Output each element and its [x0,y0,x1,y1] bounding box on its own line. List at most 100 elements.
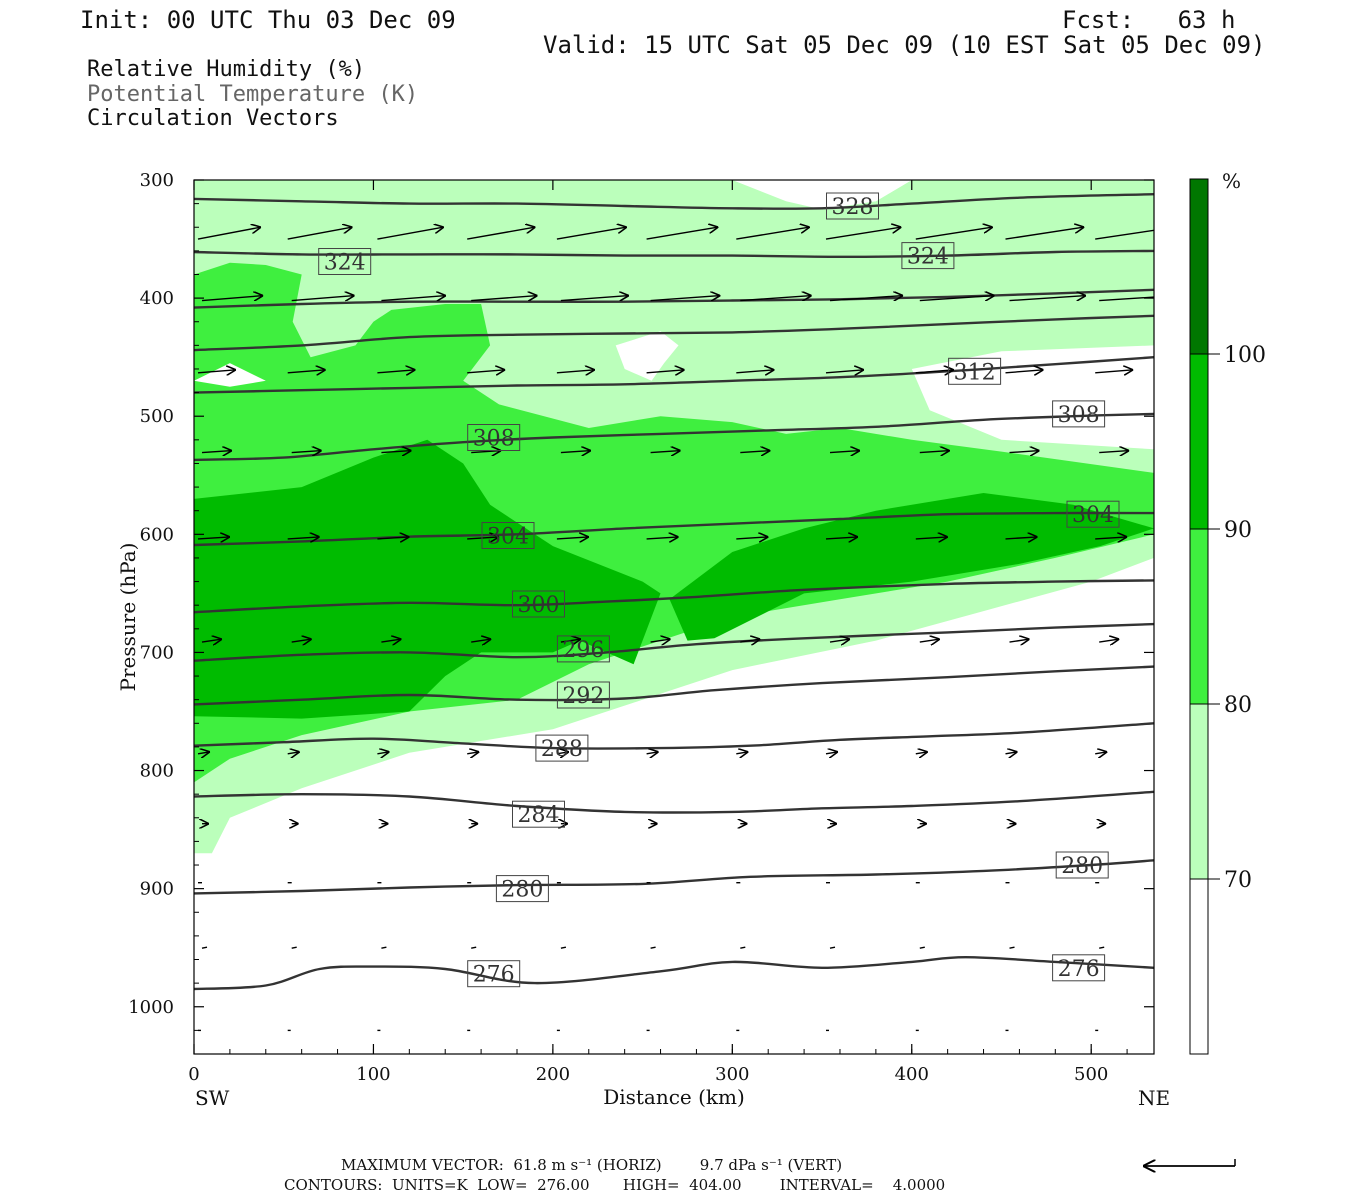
theta-label-280-0: 280 [495,875,549,903]
circulation-vector [1005,537,1038,539]
theta-contour-284 [194,790,1154,814]
circulation-vector [381,296,446,302]
theta-label-box [1052,400,1106,428]
circulation-vector [1099,946,1105,949]
circulation-vector [1099,639,1119,642]
circulation-vector [646,370,685,373]
circulation-vector [287,752,300,754]
theta-label-text: 304 [1072,503,1114,528]
theta-label-324-1: 324 [901,242,955,270]
theta-label-text: 312 [954,360,996,385]
colorbar-segment [1189,703,1209,880]
theta-label-text: 324 [907,245,949,270]
theta-label-box [318,248,372,275]
theta-contour-316 [194,314,1154,352]
colorbar-label: 70 [1224,868,1252,893]
circulation-vector [736,227,810,240]
theta-label-text: 284 [518,803,560,828]
circulation-vector [736,537,768,539]
theta-label-296-0: 296 [556,635,610,663]
circulation-vector [740,296,811,302]
circulation-vector [377,752,389,754]
circulation-vector [471,946,477,949]
circulation-vector [560,946,567,949]
colorbar-segment [1189,878,1209,1055]
circulation-vector [291,946,297,949]
theta-label-324-0: 324 [318,248,372,276]
circulation-vector [1009,451,1040,453]
theta-label-text: 280 [501,878,543,903]
circulation-vector [377,537,409,539]
valid-time: Valid: 15 UTC Sat 05 Dec 09 (10 EST Sat … [543,31,1266,59]
theta-label-312-0: 312 [948,357,1002,385]
circulation-vector [829,639,850,642]
circulation-vector [377,370,415,373]
theta-label-box [556,635,610,663]
y-tick-label: 800 [140,761,174,782]
y-axis-title: Pressure (hPa) [116,543,140,692]
colorbar-label: 100 [1224,343,1266,368]
circulation-vector [560,296,629,302]
y-tick-label: 300 [140,170,174,191]
theta-label-288-0: 288 [535,734,589,762]
theta-label-box [495,875,549,903]
theta-label-box [948,357,1002,385]
theta-label-text: 300 [518,593,560,618]
x-end-label-left: SW [195,1086,230,1110]
theta-label-284-0: 284 [512,800,565,828]
theta-label-text: 292 [562,684,604,709]
colorbar-segment [1189,178,1209,355]
circulation-vector [467,752,479,754]
x-end-label-right: NE [1138,1086,1170,1110]
circulation-vector [471,639,491,642]
circulation-vector [560,451,591,453]
circulation-vector [556,227,627,240]
circulation-vector [291,451,322,453]
theta-label-box [901,242,955,270]
legend-theta: Potential Temperature (K) [87,82,419,107]
colorbar-unit: % [1222,169,1241,193]
theta-contour-276 [194,955,1154,991]
circulation-vector [1095,370,1133,373]
theta-label-280-1: 280 [1055,851,1109,879]
theta-label-text: 304 [487,525,529,550]
theta-label-text: 276 [473,963,515,988]
y-tick-label: 1000 [128,997,174,1018]
circulation-vector [1009,946,1015,949]
theta-label-box [512,800,565,828]
circulation-vector [1009,639,1030,642]
circulation-vector [377,227,444,240]
x-tick-label: 300 [715,1064,749,1085]
circulation-vector [201,296,263,302]
y-tick-label: 400 [140,288,174,309]
y-tick-label: 500 [140,406,174,427]
theta-contour-304 [194,511,1154,547]
circulation-vector [915,227,993,240]
circulation-vector [1005,752,1018,754]
theta-label-box [512,590,565,618]
x-tick-label: 100 [356,1064,390,1085]
x-tick-label: 400 [895,1064,929,1085]
circulation-vector [471,296,537,302]
circulation-vector [650,296,721,302]
circulation-vector [915,370,954,373]
circulation-vector [825,752,838,754]
circulation-vector [467,537,499,539]
circulation-vector [291,296,355,302]
circulation-vector [467,370,505,373]
circulation-vector [646,752,659,754]
plot-frame [193,179,1155,1055]
theta-label-box [1052,954,1106,982]
circulation-vector [1009,296,1087,302]
circulation-vector [467,227,535,240]
circulation-vector [287,370,326,373]
circulation-vector [825,370,864,373]
circulation-vector [556,752,569,754]
circulation-vector [919,946,925,949]
circulation-vector [560,639,581,642]
x-axis-title: Distance (km) [603,1085,745,1109]
circulation-vector [919,451,950,453]
circulation-vector [556,537,589,539]
theta-contour-324 [194,249,1154,259]
theta-label-text: 324 [324,251,366,276]
